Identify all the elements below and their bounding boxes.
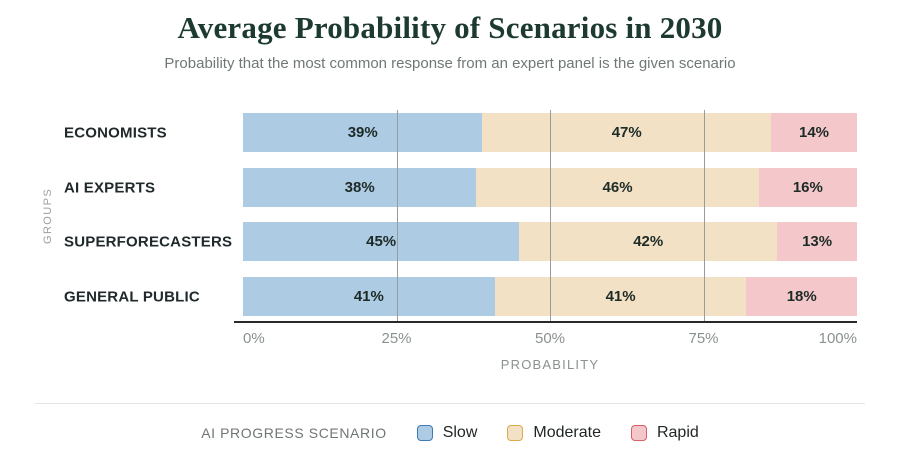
- bar-segment-moderate-ai-experts: 46%: [476, 168, 759, 207]
- bar-segment-slow-economists: 39%: [243, 113, 483, 152]
- plot-area: PROBABILITY 39% 47% 14% 38% 46% 16% 45% 42% 13% 4…: [234, 110, 857, 372]
- bar-value-label: 13%: [802, 233, 833, 250]
- gridline-25: [396, 110, 398, 322]
- x-axis-title: PROBABILITY: [500, 357, 600, 372]
- bar-value-label: 47%: [611, 124, 642, 141]
- legend-item-moderate: Moderate: [507, 424, 601, 442]
- bar-value-label: 45%: [366, 233, 397, 250]
- bar-row-economists: 39% 47% 14%: [243, 113, 857, 152]
- bar-segment-rapid-superforecasters: 13%: [777, 222, 857, 261]
- legend-label-slow: Slow: [442, 424, 478, 441]
- bar-segment-moderate-economists: 47%: [482, 113, 772, 152]
- legend-label-rapid: Rapid: [656, 424, 699, 441]
- bar-segment-slow-superforecasters: 45%: [243, 222, 520, 261]
- bar-segment-slow-general-public: 41%: [243, 277, 495, 316]
- bar-value-label: 42%: [633, 233, 664, 250]
- legend-swatch-rapid-icon: [630, 425, 647, 441]
- x-tick-label-50: 50%: [534, 330, 566, 347]
- legend-label-moderate: Moderate: [533, 424, 601, 441]
- category-label-general-public: GENERAL PUBLIC: [64, 288, 200, 305]
- bar-value-label: 41%: [353, 288, 384, 305]
- legend-title: AI PROGRESS SCENARIO: [201, 425, 387, 441]
- legend: AI PROGRESS SCENARIO Slow Moderate Rapid: [0, 420, 900, 446]
- gridline-50: [550, 110, 551, 322]
- legend-item-rapid: Rapid: [630, 424, 699, 442]
- bar-value-label: 16%: [792, 179, 823, 196]
- x-tick-label-100: 100%: [818, 330, 857, 347]
- bar-value-label: 46%: [602, 179, 633, 196]
- bar-value-label: 41%: [605, 288, 636, 305]
- legend-swatch-slow-icon: [416, 425, 433, 441]
- y-axis-title: GROUPS: [42, 187, 54, 245]
- legend-divider: [35, 403, 865, 404]
- bar-value-label: 18%: [786, 288, 817, 305]
- bar-segment-rapid-economists: 14%: [771, 113, 857, 152]
- bar-value-label: 39%: [347, 124, 378, 141]
- chart-subtitle: Probability that the most common respons…: [164, 55, 736, 72]
- bar-value-label: 14%: [798, 124, 830, 141]
- bar-row-ai-experts: 38% 46% 16%: [243, 168, 857, 207]
- category-label-economists: ECONOMISTS: [64, 124, 167, 141]
- bar-segment-rapid-general-public: 18%: [746, 277, 857, 316]
- legend-item-slow: Slow: [416, 424, 478, 442]
- chart-title: Average Probability of Scenarios in 2030: [177, 10, 723, 45]
- bar-segment-moderate-superforecasters: 42%: [519, 222, 778, 261]
- bar-row-superforecasters: 45% 42% 13%: [243, 222, 857, 261]
- bar-segment-moderate-general-public: 41%: [494, 277, 747, 316]
- bar-segment-slow-ai-experts: 38%: [243, 168, 477, 207]
- category-label-ai-experts: AI EXPERTS: [64, 179, 156, 196]
- bar-value-label: 38%: [344, 179, 375, 196]
- legend-swatch-moderate-icon: [507, 425, 524, 441]
- bar-row-general-public: 41% 41% 18%: [243, 277, 857, 316]
- x-tick-label-0: 0%: [243, 330, 265, 347]
- x-tick-label-75: 75%: [688, 330, 719, 347]
- x-tick-label-25: 25%: [381, 330, 412, 347]
- category-label-superforecasters: SUPERFORECASTERS: [64, 233, 233, 250]
- x-axis-line: [234, 321, 857, 323]
- gridline-75: [703, 110, 705, 322]
- bar-segment-rapid-ai-experts: 16%: [758, 168, 857, 207]
